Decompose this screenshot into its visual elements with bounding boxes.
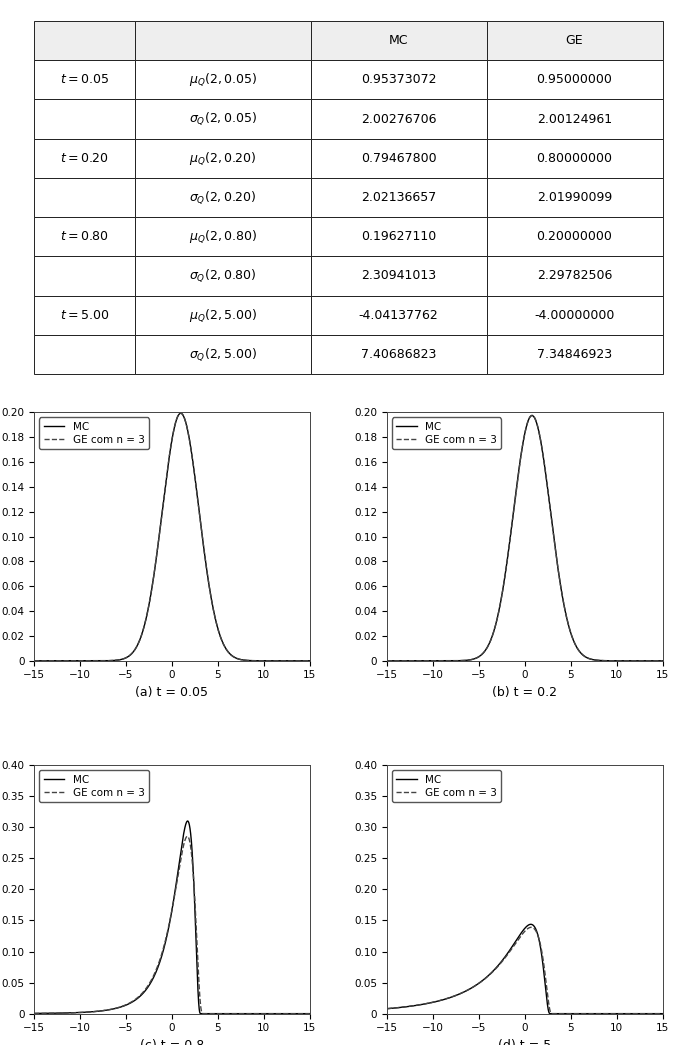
MC [257,654,265,667]
MC [135,634,143,647]
GE com n = 3 [306,1007,314,1020]
GE com n = 3 [30,654,38,667]
MC [488,966,497,978]
GE com n = 3 [609,1007,617,1020]
GE com n = 3 [548,518,557,531]
MC [30,654,38,667]
Line: MC: MC [387,925,663,1014]
MC [658,1007,667,1020]
GE com n = 3 [306,654,314,667]
MC [195,1005,204,1018]
GE com n = 3 [527,921,535,933]
MC [589,1007,597,1020]
MC [177,407,185,419]
GE com n = 3 [433,995,441,1007]
GE com n = 3 [382,1002,391,1015]
Line: MC: MC [387,416,663,660]
Line: GE com n = 3: GE com n = 3 [387,927,663,1014]
MC [257,1007,265,1020]
MC [527,919,535,931]
MC [546,1007,555,1020]
MC [209,604,217,617]
MC [80,1006,88,1019]
MC [433,995,441,1007]
GE com n = 3 [488,966,497,978]
GE com n = 3 [30,1007,38,1020]
MC [236,653,244,666]
X-axis label: (b) t = 0.2: (b) t = 0.2 [492,687,557,699]
GE com n = 3 [433,654,441,667]
MC [609,1007,617,1020]
GE com n = 3 [589,1007,597,1020]
GE com n = 3 [80,1006,88,1019]
GE com n = 3 [209,604,217,617]
MC [609,654,617,667]
MC [195,508,204,520]
GE com n = 3 [135,634,143,647]
GE com n = 3 [257,1007,265,1020]
MC [382,654,391,667]
MC [30,1007,38,1020]
GE com n = 3 [80,654,88,667]
MC [210,1007,218,1020]
MC [528,410,536,422]
GE com n = 3 [589,653,597,666]
GE com n = 3 [658,1007,667,1020]
GE com n = 3 [562,609,570,622]
MC [236,1007,244,1020]
GE com n = 3 [528,409,536,421]
GE com n = 3 [177,407,185,419]
Line: GE com n = 3: GE com n = 3 [387,415,663,660]
GE com n = 3 [382,654,391,667]
Legend: MC, GE com n = 3: MC, GE com n = 3 [40,418,149,449]
MC [562,1007,570,1020]
Line: MC: MC [34,821,310,1014]
GE com n = 3 [658,654,667,667]
MC [658,654,667,667]
Legend: MC, GE com n = 3: MC, GE com n = 3 [392,418,501,449]
GE com n = 3 [183,830,191,842]
GE com n = 3 [548,1007,557,1020]
MC [306,1007,314,1020]
GE com n = 3 [548,1007,557,1020]
GE com n = 3 [488,630,497,643]
GE com n = 3 [195,508,204,520]
Line: GE com n = 3: GE com n = 3 [34,413,310,660]
MC [548,519,557,532]
X-axis label: (a) t = 0.05: (a) t = 0.05 [135,687,208,699]
GE com n = 3 [609,654,617,667]
Legend: MC, GE com n = 3: MC, GE com n = 3 [40,770,149,802]
Legend: MC, GE com n = 3: MC, GE com n = 3 [392,770,501,802]
X-axis label: (c) t = 0.8: (c) t = 0.8 [140,1039,204,1045]
MC [306,654,314,667]
GE com n = 3 [135,990,143,1002]
GE com n = 3 [236,1007,244,1020]
GE com n = 3 [257,654,265,667]
GE com n = 3 [562,1007,570,1020]
MC [184,815,192,828]
GE com n = 3 [200,1007,208,1020]
MC [548,1007,557,1020]
MC [589,653,597,666]
MC [197,1007,206,1020]
GE com n = 3 [195,985,204,998]
GE com n = 3 [210,1007,218,1020]
MC [135,991,143,1003]
MC [562,609,570,622]
MC [80,654,88,667]
MC [488,630,497,643]
MC [433,654,441,667]
GE com n = 3 [236,653,244,666]
X-axis label: (d) t = 5: (d) t = 5 [498,1039,551,1045]
Line: MC: MC [34,413,310,660]
Line: GE com n = 3: GE com n = 3 [34,836,310,1014]
MC [382,1002,391,1015]
